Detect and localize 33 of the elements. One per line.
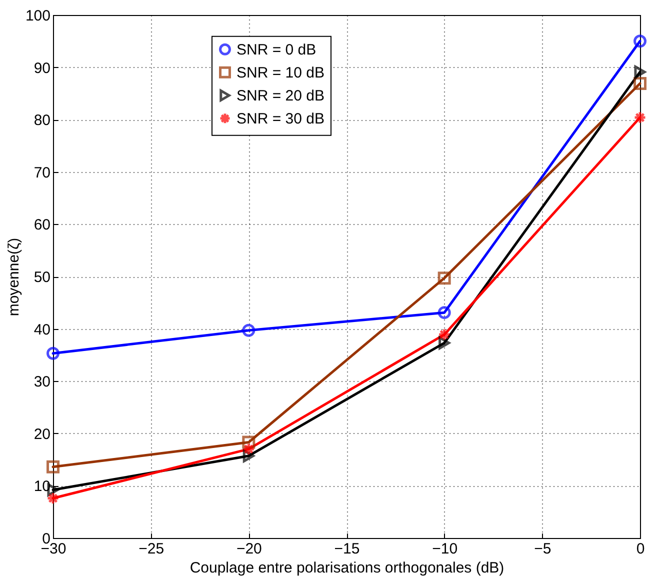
point xyxy=(46,346,60,360)
y-tick-label: 30 xyxy=(34,374,50,391)
legend-label: SNR = 10 dB xyxy=(236,64,324,82)
point xyxy=(438,306,451,320)
x-tick-label: 0 xyxy=(636,540,645,558)
legend-label: SNR = 30 dB xyxy=(236,110,324,128)
point xyxy=(634,34,646,48)
x-tick-label: −25 xyxy=(138,540,164,558)
point xyxy=(438,328,451,342)
legend-label: SNR = 20 dB xyxy=(236,87,324,104)
y-tick-label: 50 xyxy=(34,269,50,286)
y-tick-label: 70 xyxy=(34,164,50,182)
y-axis-title: moyenne(ζ) xyxy=(5,238,22,316)
x-tick-label: −20 xyxy=(236,540,262,558)
y-tick-label: 90 xyxy=(34,60,50,77)
point xyxy=(634,111,646,124)
point xyxy=(242,442,256,456)
point xyxy=(438,272,451,285)
point xyxy=(634,77,646,90)
point xyxy=(46,460,60,474)
point xyxy=(242,324,256,337)
y-tick-label: 40 xyxy=(34,321,50,338)
point xyxy=(46,492,60,505)
y-tick-label: 80 xyxy=(34,112,50,130)
x-axis-title: Couplage entre polarisations orthogonales (dB) xyxy=(190,560,504,576)
y-tick-label: 20 xyxy=(34,426,50,443)
x-tick-label: −15 xyxy=(334,540,360,558)
y-tick-label: 60 xyxy=(34,216,50,234)
x-tick-label: −10 xyxy=(432,540,458,558)
point xyxy=(634,66,646,78)
y-tick-label: 100 xyxy=(25,8,50,24)
legend-label: SNR = 0 dB xyxy=(236,41,316,58)
x-tick-label: −5 xyxy=(534,540,552,558)
